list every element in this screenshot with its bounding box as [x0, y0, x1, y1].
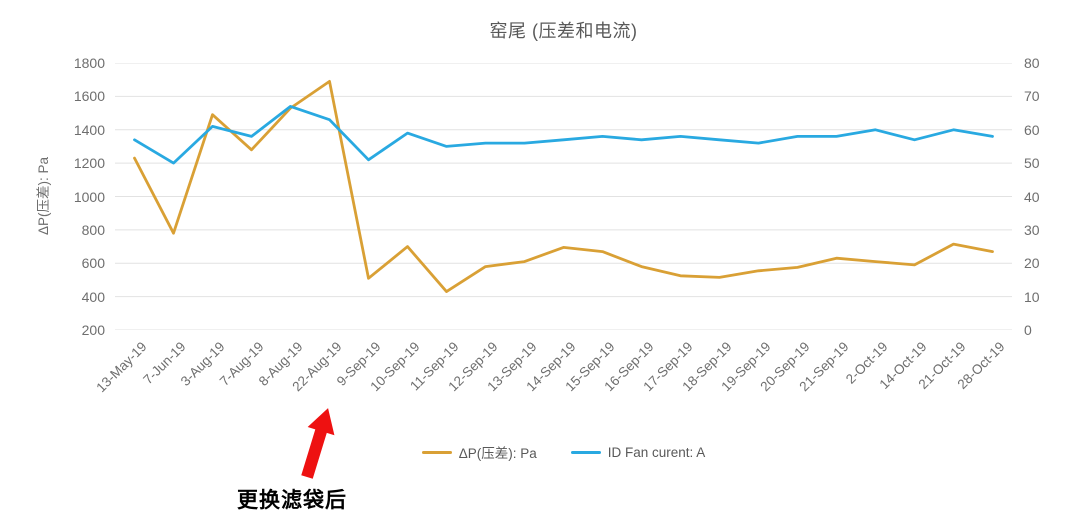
left-axis-tick: 800	[81, 221, 105, 238]
legend-item-dp: ΔP(压差): Pa	[421, 442, 537, 462]
series-line-1	[133, 105, 994, 165]
left-axis-tick: 200	[81, 322, 105, 338]
right-axis-tick: 40	[1024, 188, 1040, 205]
legend-label-dp: ΔP(压差): Pa	[458, 446, 537, 461]
annotation-text: 更换滤袋后	[237, 489, 347, 512]
left-axis-tick: 1200	[73, 155, 105, 172]
left-axis-tick: 600	[81, 255, 105, 272]
right-axis-tick: 10	[1024, 288, 1040, 305]
plot-area	[115, 63, 1012, 330]
fan-series-line-icon	[570, 450, 601, 454]
dp-series-line-icon	[421, 450, 452, 454]
legend-item-fan: ID Fan curent: A	[570, 444, 706, 460]
legend: ΔP(压差): Pa ID Fan curent: A	[115, 442, 1012, 462]
left-axis-tick: 400	[81, 288, 105, 305]
right-axis-tick: 80	[1024, 55, 1040, 71]
right-axis-tick: 20	[1024, 255, 1040, 272]
legend-label-fan: ID Fan curent: A	[607, 444, 706, 460]
series-line-0	[133, 79, 994, 294]
left-axis-tick: 1800	[73, 55, 105, 71]
right-axis-tick: 30	[1024, 221, 1040, 238]
red-up-arrow-icon	[301, 408, 335, 479]
chart-title: 窑尾 (压差和电流)	[489, 21, 638, 41]
left-axis-tick: 1000	[73, 188, 105, 205]
left-axis-title: ΔP(压差): Pa	[36, 156, 51, 236]
right-axis-tick: 70	[1024, 88, 1040, 105]
right-axis-tick: 50	[1024, 155, 1040, 172]
left-axis-tick: 1400	[73, 121, 105, 138]
right-axis-tick: 0	[1024, 322, 1032, 338]
left-axis-tick: 1600	[73, 88, 105, 105]
right-axis-tick: 60	[1024, 121, 1040, 138]
